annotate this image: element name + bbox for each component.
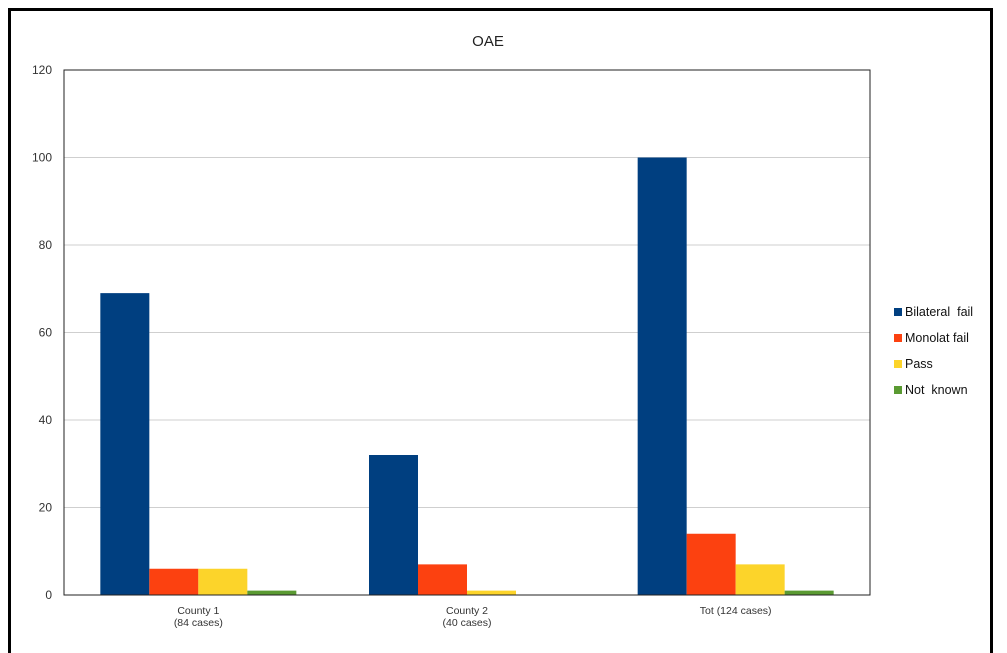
y-tick-label: 60 <box>39 326 53 340</box>
legend-label: Not known <box>905 383 968 397</box>
x-axis-labels: County 1(84 cases) County 2(40 cases) Tot … <box>174 605 772 629</box>
bar-2-1 <box>467 590 516 595</box>
bar-0-1 <box>369 455 418 595</box>
grid-lines <box>64 157 870 508</box>
plot-area-border <box>63 69 871 596</box>
y-tick-label: 20 <box>39 501 53 515</box>
legend-label: Monolat fail <box>905 331 969 345</box>
bar-3-0 <box>247 590 297 595</box>
legend-swatch <box>894 334 902 342</box>
chart-frame <box>8 8 993 653</box>
bar-2-2 <box>735 564 785 595</box>
legend-label: Bilateral fail <box>905 305 973 319</box>
bar-1-1 <box>418 564 467 595</box>
x-category-label: (84 cases) <box>174 617 223 629</box>
y-axis-ticks: 0 20 40 60 80 100 120 <box>32 63 52 602</box>
y-tick-label: 0 <box>45 588 52 602</box>
legend-swatch <box>894 386 902 394</box>
bar-0-2 <box>637 157 687 595</box>
y-tick-label: 120 <box>32 63 52 77</box>
y-tick-label: 80 <box>39 238 53 252</box>
bar-2-0 <box>198 568 248 595</box>
chart-title: OAE <box>472 33 504 50</box>
x-category-label: Tot (124 cases) <box>700 605 772 617</box>
bar-3-2 <box>784 590 834 595</box>
bar-1-0 <box>149 568 199 595</box>
x-category-label: County 1 <box>177 605 219 617</box>
legend: Bilateral fail Monolat fail Pass Not known <box>894 305 973 397</box>
legend-swatch <box>894 360 902 368</box>
bars <box>100 157 834 595</box>
legend-label: Pass <box>905 357 933 371</box>
legend-swatch <box>894 308 902 316</box>
y-tick-label: 40 <box>39 413 53 427</box>
y-tick-label: 100 <box>32 151 52 165</box>
x-category-label: (40 cases) <box>442 617 491 629</box>
bar-0-0 <box>100 293 150 595</box>
bar-1-2 <box>686 533 736 595</box>
x-category-label: County 2 <box>446 605 488 617</box>
